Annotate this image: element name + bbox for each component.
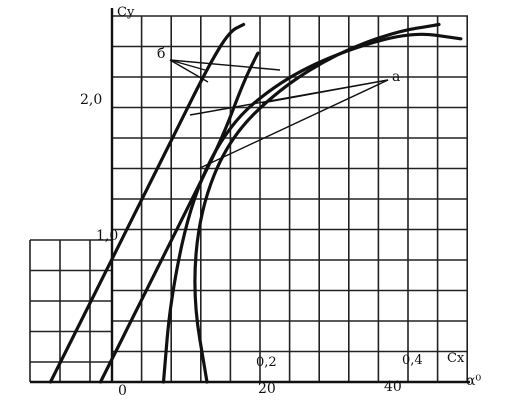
x-bottom-tick-label-0: 0 bbox=[118, 383, 127, 399]
chart-axes bbox=[30, 8, 470, 384]
x-bottom-tick-label-40: 40 bbox=[384, 379, 402, 395]
annotation-b-leader bbox=[169, 59, 281, 71]
annotation-b-leader bbox=[169, 59, 209, 83]
annotation-a: а bbox=[392, 69, 400, 85]
chart-grid bbox=[29, 15, 469, 383]
x-top-tick-label-2: 0,4 bbox=[402, 353, 423, 368]
annotation-b: б bbox=[157, 46, 165, 62]
y-tick-label-2: 2,0 bbox=[80, 92, 102, 108]
series-a-curve-3 bbox=[161, 32, 463, 384]
x-bottom-axis-label: α⁰ bbox=[466, 373, 481, 389]
annotation-b-leader bbox=[169, 59, 206, 71]
series-b-curve-1 bbox=[48, 22, 246, 384]
y-axis-label: Cy bbox=[117, 5, 135, 20]
x-bottom-tick-label-20: 20 bbox=[258, 381, 276, 397]
annotation-a-leader bbox=[199, 79, 389, 169]
x-top-tick-label-1: 0,2 bbox=[256, 355, 277, 370]
x-top-axis-label: Cx bbox=[447, 351, 465, 366]
series-a-curve-4 bbox=[193, 22, 441, 384]
annotation-a-leader bbox=[189, 79, 389, 116]
annotation-leaders bbox=[169, 59, 389, 169]
y-tick-label-1: 1,0 bbox=[96, 228, 118, 244]
series-b-curve-2 bbox=[98, 51, 260, 384]
